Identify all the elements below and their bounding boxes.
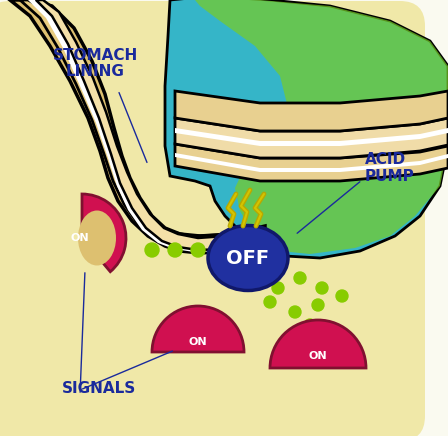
Wedge shape	[82, 194, 126, 272]
Text: STOMACH
LINING: STOMACH LINING	[52, 48, 138, 79]
Polygon shape	[175, 153, 448, 172]
Circle shape	[168, 243, 182, 257]
Wedge shape	[152, 306, 244, 352]
Polygon shape	[10, 0, 265, 253]
Polygon shape	[195, 0, 448, 254]
Text: ACID
PUMP: ACID PUMP	[365, 153, 415, 184]
FancyBboxPatch shape	[0, 1, 425, 436]
Circle shape	[145, 243, 159, 257]
Ellipse shape	[208, 225, 288, 290]
Circle shape	[191, 243, 205, 257]
Polygon shape	[36, 0, 248, 250]
Text: ON: ON	[309, 351, 327, 361]
Circle shape	[215, 243, 229, 257]
Circle shape	[272, 282, 284, 294]
Circle shape	[312, 299, 324, 311]
Circle shape	[304, 319, 316, 331]
Circle shape	[316, 282, 328, 294]
Circle shape	[329, 326, 341, 338]
Circle shape	[252, 274, 264, 286]
Polygon shape	[175, 118, 448, 158]
Text: SIGNALS: SIGNALS	[62, 381, 136, 395]
Polygon shape	[20, 0, 255, 249]
Text: ON: ON	[71, 233, 89, 243]
Wedge shape	[270, 320, 366, 368]
Polygon shape	[165, 0, 448, 258]
Polygon shape	[175, 144, 448, 181]
Polygon shape	[175, 91, 448, 131]
Polygon shape	[28, 0, 250, 252]
Text: OFF: OFF	[226, 249, 270, 268]
Circle shape	[289, 306, 301, 318]
Text: ON: ON	[189, 337, 207, 347]
Polygon shape	[175, 128, 448, 146]
Ellipse shape	[78, 211, 116, 266]
Circle shape	[264, 296, 276, 308]
Circle shape	[294, 272, 306, 284]
Circle shape	[336, 290, 348, 302]
